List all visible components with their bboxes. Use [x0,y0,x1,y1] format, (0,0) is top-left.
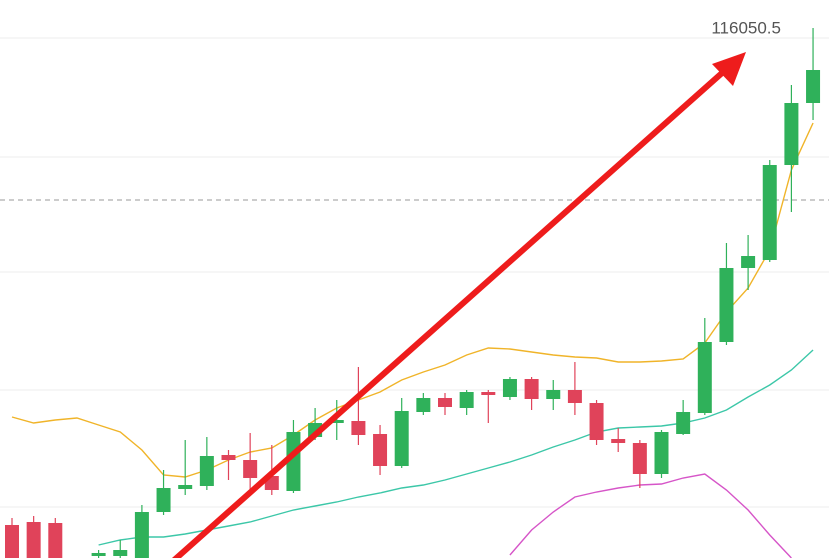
candle-body [438,398,452,407]
candle-body [243,460,258,478]
candle-body [91,553,106,556]
arrow-shaft [171,70,725,558]
candle-body [373,434,388,466]
candle-body [697,342,712,413]
candle-body [329,420,344,423]
candle-body [481,392,496,395]
candle-body [156,488,171,512]
candle-body [632,443,647,474]
candle-body [134,512,149,558]
candle-body [113,550,128,556]
candle-body [5,525,19,558]
candle-body [806,70,821,103]
plot [5,28,821,558]
candle-body [199,456,214,486]
arrow-head [712,52,746,86]
candle-body [394,411,409,466]
moving-average-line [509,473,792,558]
candle-body [351,421,366,435]
moving-average-line [98,349,814,546]
candle-body [567,390,582,403]
price-annotation: 116050.5 [711,18,781,37]
candle-body [26,522,41,558]
candle-body [741,256,756,268]
candle-body [611,439,626,443]
candle-body [546,390,561,399]
candle-body [654,432,669,474]
trend-arrow [171,52,746,558]
candle-body [459,392,474,408]
grid [0,37,829,508]
candle-body [502,379,517,397]
candle-body [676,412,691,434]
moving-average-line [11,122,814,478]
candle-body [48,523,63,558]
candle-body [524,379,539,399]
candle-body [416,398,431,412]
candle-body [286,432,301,491]
candle-body [221,455,236,460]
candle-body [784,103,799,165]
candle-body [178,485,193,489]
candle-body [589,403,604,440]
candle-body [719,268,734,342]
candle-body [762,165,777,260]
